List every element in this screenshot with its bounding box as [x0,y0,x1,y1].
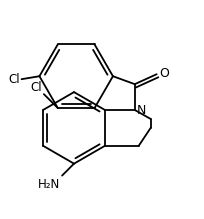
Text: Cl: Cl [8,73,20,86]
Text: Cl: Cl [30,81,42,94]
Text: H₂N: H₂N [38,178,60,191]
Text: O: O [160,67,170,80]
Text: N: N [137,104,146,117]
